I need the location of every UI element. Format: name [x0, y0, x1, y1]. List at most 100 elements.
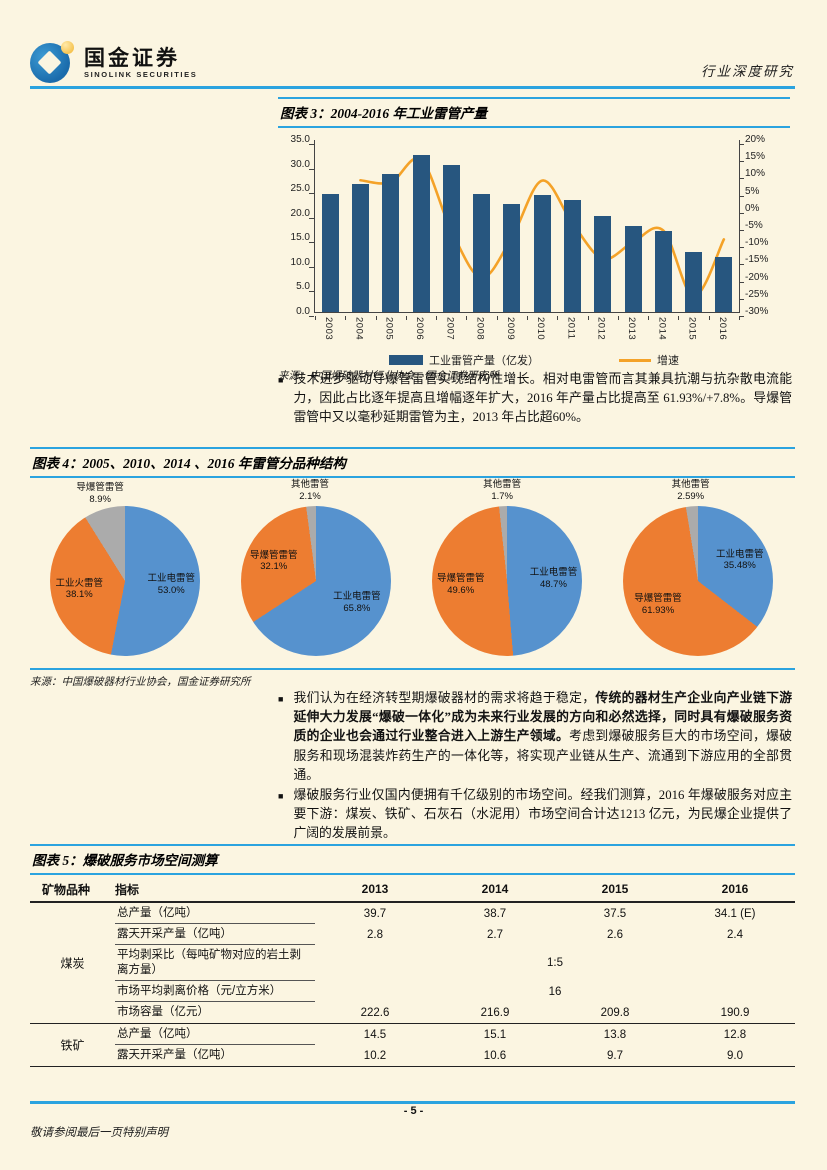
bar-2014 — [654, 230, 672, 312]
bar-2015 — [685, 251, 703, 312]
figure-3-chart: 35.0 30.0 25.0 20.0 15.0 10.0 5.0 0.0 20% 15% 10%… — [278, 134, 790, 368]
pie-2010-label-导爆管雷管: 导爆管雷管 32.1% — [249, 549, 298, 573]
right-axis-tick: -30% — [745, 306, 769, 317]
figure-5-market-size-table: 图表 5：爆破服务市场空间测算 矿物品种 指标 2013 2014 2015 2016 煤炭… — [30, 844, 795, 1067]
x-axis-label-2004: 2004 — [353, 317, 365, 341]
value-cell: 2.4 — [727, 928, 743, 941]
bar-2003 — [321, 194, 339, 312]
left-axis-tick: 35.0 — [290, 134, 310, 145]
brand-name-en: SINOLINK SECURITIES — [84, 70, 198, 80]
pie-2014-label-工业电雷管: 工业电雷管 48.7% — [529, 567, 578, 591]
report-type-label: 行业深度研究 — [701, 64, 794, 79]
right-axis-tick: 15% — [745, 151, 766, 163]
table-group-铁矿: 铁矿 总产量（亿吨） 14.5 15.1 13.8 12.8 露天开采产量（亿吨） 10.2 1… — [30, 1024, 795, 1067]
left-axis-tick: 0.0 — [296, 306, 310, 317]
right-axis-tick: 0% — [745, 202, 760, 214]
legend-bars: 工业雷管产量（亿发） — [389, 352, 539, 368]
value-cell: 12.8 — [723, 1028, 747, 1041]
value-cell: 10.6 — [483, 1049, 507, 1062]
value-cell: 2.8 — [367, 928, 383, 941]
legend-line: 增速 — [619, 352, 679, 368]
bullet-3-text: 爆破服务行业仅国内便拥有千亿级别的市场空间。经我们测算，2016 年爆破服务对应… — [293, 788, 792, 841]
right-axis-tick: -20% — [745, 271, 769, 283]
bar-2007 — [442, 164, 460, 312]
bullet-integration-trend: ■ 我们认为在经济转型期爆破器材的需求将趋于稳定，传统的器材生产企业向产业链下游… — [278, 689, 792, 785]
table-row: 平均剥采比（每吨矿物对应的岩土剥离方量） 1:5 — [115, 945, 795, 981]
x-axis-label-2003: 2003 — [323, 317, 335, 341]
right-axis-tick: -25% — [745, 288, 769, 300]
indicator-cell: 露天开采产量（亿吨） — [117, 1049, 232, 1062]
bullet-blasting-service-market: ■ 爆破服务行业仅国内便拥有千亿级别的市场空间。经我们测算，2016 年爆破服务… — [278, 786, 792, 844]
indicator-cell: 平均剥采比（每吨矿物对应的岩土剥离方量） — [115, 945, 315, 981]
left-axis-tick: 10.0 — [290, 256, 310, 268]
header-rule — [30, 86, 795, 89]
bar-swatch-icon — [389, 355, 423, 365]
pie-2005-label-工业电雷管: 工业电雷管 53.0% — [147, 573, 196, 597]
pie-2005-label-工业火雷管: 工业火雷管 38.1% — [55, 577, 104, 601]
figure-3-plot-area — [309, 140, 744, 320]
group-label: 铁矿 — [60, 1038, 85, 1053]
table-group-煤炭: 煤炭 总产量（亿吨） 39.7 38.7 37.5 34.1 (E) 露天开采产量（亿吨） 2… — [30, 903, 795, 1024]
sinolink-logo-icon — [30, 40, 76, 86]
pie-chart-2010: 工业电雷管 65.8% 导爆管雷管 32.1% 其他雷管 2.1% — [221, 479, 412, 666]
value-cell: 216.9 — [480, 1006, 510, 1019]
value-cell: 190.9 — [720, 1006, 750, 1019]
bullet-marker-icon: ■ — [278, 375, 284, 385]
pie-2016-label-其他雷管: 其他雷管 2.59% — [671, 479, 710, 503]
pie-2014-label-导爆管雷管: 导爆管雷管 49.6% — [436, 573, 485, 597]
figure-3-legend: 工业雷管产量（亿发） 增速 — [278, 352, 790, 368]
x-axis-label-2012: 2012 — [595, 317, 607, 341]
pie-2014-circle — [432, 506, 582, 656]
growth-line — [359, 156, 726, 298]
group-label: 煤炭 — [60, 956, 85, 971]
bar-2005 — [382, 174, 400, 312]
bar-2004 — [351, 184, 369, 312]
left-axis-tick: 15.0 — [290, 232, 310, 244]
page-number: - 5 - — [403, 1105, 424, 1117]
legend-line-label: 增速 — [657, 355, 679, 367]
legend-bars-label: 工业雷管产量（亿发） — [429, 355, 539, 367]
bullet-2-text: 我们认为在经济转型期爆破器材的需求将趋于稳定，传统的器材生产企业向产业链下游延伸… — [293, 691, 793, 782]
figure-4-title: 图表 4：2005、2010、2014 、2016 年雷管分品种结构 — [30, 447, 795, 478]
bar-2006 — [412, 154, 430, 312]
value-cell: 222.6 — [360, 1006, 390, 1019]
x-axis-label-2011: 2011 — [565, 317, 577, 340]
indicator-cell: 露天开采产量（亿吨） — [115, 924, 315, 945]
table-row: 露天开采产量（亿吨） 2.8 2.7 2.6 2.4 — [115, 924, 795, 945]
x-axis-label-2016: 2016 — [716, 317, 728, 341]
figure-4-rule — [30, 668, 795, 670]
figure-3-source: 来源：中国爆破器材行业协会，国金证券研究所 — [278, 371, 499, 382]
right-axis-tick: 10% — [745, 168, 766, 180]
pie-charts-row: 工业电雷管 53.0% 工业火雷管 38.1% 导爆管雷管 8.9% 工业电雷管 65.8% 导… — [30, 479, 795, 666]
table-row: 总产量（亿吨） 14.5 15.1 13.8 12.8 — [115, 1024, 795, 1045]
bullet-marker-icon: ■ — [278, 791, 284, 801]
value-cell: 10.2 — [363, 1049, 387, 1062]
value-cell: 2.6 — [607, 928, 623, 941]
table-row: 市场容量（亿元） 222.6 216.9 209.8 190.9 — [115, 1002, 795, 1023]
figure-3-title: 图表 3：2004-2016 年工业雷管产量 — [278, 97, 790, 128]
line-swatch-icon — [619, 358, 651, 362]
pie-2005-label-导爆管雷管: 导爆管雷管 8.9% — [76, 482, 124, 506]
market-size-table: 矿物品种 指标 2013 2014 2015 2016 煤炭 总产量（亿吨） 39.7 38.7 3… — [30, 877, 795, 1067]
pie-2010-circle — [241, 506, 391, 656]
left-axis-tick: 20.0 — [290, 207, 310, 219]
brand-logo: 国金证券 SINOLINK SECURITIES — [30, 40, 197, 86]
bar-2010 — [533, 195, 551, 312]
pie-2005-circle — [50, 506, 200, 656]
figure-4-source: 来源：中国爆破器材行业协会，国金证券研究所 — [30, 677, 251, 688]
value-cell: 14.5 — [363, 1028, 387, 1041]
value-cell: 39.7 — [363, 907, 387, 920]
table-row: 露天开采产量（亿吨） 10.2 10.6 9.7 9.0 — [115, 1045, 795, 1066]
pie-2014-label-其他雷管: 其他雷管 1.7% — [483, 479, 522, 503]
table-header-1: 指标 — [115, 882, 140, 897]
value-cell: 209.8 — [600, 1006, 630, 1019]
table-header-2: 2013 — [361, 882, 389, 896]
pie-chart-2016: 工业电雷管 35.48% 导爆管雷管 61.93% 其他雷管 2.59% — [603, 479, 794, 666]
table-row: 市场平均剥离价格（元/立方米） 16 — [115, 981, 795, 1002]
value-cell: 15.1 — [483, 1028, 507, 1041]
table-row: 总产量（亿吨） 39.7 38.7 37.5 34.1 (E) — [115, 903, 795, 924]
indicator-cell: 市场容量（亿元） — [117, 1006, 209, 1019]
right-axis-tick: -5% — [745, 220, 763, 231]
left-axis-labels: 35.0 30.0 25.0 20.0 15.0 10.0 5.0 0.0 — [278, 134, 310, 317]
